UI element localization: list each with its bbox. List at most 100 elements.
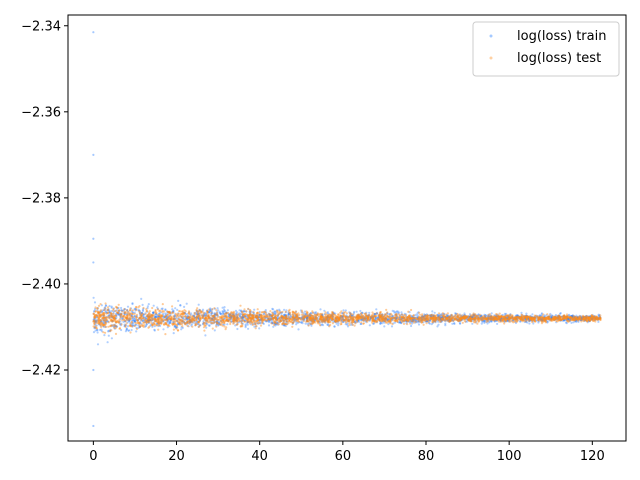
data-point bbox=[233, 317, 236, 320]
data-point bbox=[339, 316, 342, 319]
data-point bbox=[325, 317, 328, 320]
data-point bbox=[239, 316, 242, 319]
data-point bbox=[581, 318, 584, 321]
data-point bbox=[247, 316, 250, 319]
data-point bbox=[146, 315, 149, 318]
data-point bbox=[512, 319, 515, 322]
data-point bbox=[94, 329, 97, 332]
data-point bbox=[429, 318, 432, 321]
data-point bbox=[183, 322, 186, 325]
data-point bbox=[161, 303, 164, 306]
data-point bbox=[464, 317, 467, 320]
data-point bbox=[393, 311, 396, 314]
data-point bbox=[313, 319, 316, 322]
data-point bbox=[229, 316, 232, 319]
data-point bbox=[427, 321, 430, 324]
data-point bbox=[566, 316, 569, 319]
data-point bbox=[258, 327, 261, 330]
data-point bbox=[494, 319, 497, 322]
data-point bbox=[420, 319, 423, 322]
data-point bbox=[400, 317, 403, 320]
data-point bbox=[347, 318, 350, 321]
data-point bbox=[495, 319, 498, 322]
data-point bbox=[285, 316, 288, 319]
data-point bbox=[439, 317, 442, 320]
data-point bbox=[241, 317, 244, 321]
data-point bbox=[476, 314, 479, 317]
data-point bbox=[228, 315, 231, 318]
data-point bbox=[155, 315, 158, 319]
data-point bbox=[536, 319, 540, 322]
data-point bbox=[273, 316, 276, 319]
data-point bbox=[386, 311, 389, 315]
data-point bbox=[117, 311, 120, 314]
data-point bbox=[437, 312, 441, 315]
data-point bbox=[246, 315, 249, 318]
data-point bbox=[329, 323, 332, 327]
data-point bbox=[207, 311, 210, 314]
data-point bbox=[204, 313, 207, 316]
data-point bbox=[116, 306, 119, 309]
data-point bbox=[235, 319, 238, 322]
data-point bbox=[515, 317, 518, 320]
data-point bbox=[576, 319, 579, 322]
data-point bbox=[128, 329, 131, 332]
data-point bbox=[181, 319, 184, 322]
data-point bbox=[415, 320, 418, 323]
data-point bbox=[566, 320, 569, 323]
data-point bbox=[195, 309, 198, 312]
data-point bbox=[303, 315, 306, 319]
data-point bbox=[470, 316, 474, 319]
data-point bbox=[499, 318, 502, 321]
data-point bbox=[505, 312, 508, 315]
data-point bbox=[402, 314, 405, 317]
data-point bbox=[185, 316, 188, 319]
data-point bbox=[215, 312, 218, 316]
data-point bbox=[444, 320, 447, 323]
data-point bbox=[113, 327, 116, 330]
data-point bbox=[248, 310, 251, 314]
data-point bbox=[536, 316, 539, 319]
data-point bbox=[130, 314, 133, 317]
data-point bbox=[363, 318, 366, 321]
data-point bbox=[295, 323, 298, 326]
data-point bbox=[400, 318, 403, 321]
data-point bbox=[373, 315, 376, 318]
data-point bbox=[369, 316, 372, 320]
data-point bbox=[219, 323, 222, 326]
data-point bbox=[515, 315, 519, 318]
data-point bbox=[321, 315, 324, 318]
data-point bbox=[352, 312, 355, 315]
data-point bbox=[145, 323, 148, 326]
data-point bbox=[291, 315, 294, 319]
data-point bbox=[469, 316, 472, 319]
data-point bbox=[408, 319, 411, 322]
data-point bbox=[148, 319, 151, 322]
data-point bbox=[371, 316, 374, 319]
data-point bbox=[571, 315, 574, 318]
data-point bbox=[170, 316, 173, 319]
data-point bbox=[205, 314, 208, 318]
data-point bbox=[489, 317, 492, 321]
data-point bbox=[262, 312, 265, 315]
data-point bbox=[217, 309, 220, 312]
data-point bbox=[583, 317, 586, 320]
data-point bbox=[394, 316, 397, 319]
data-point bbox=[250, 321, 253, 324]
data-point bbox=[103, 322, 106, 325]
data-point bbox=[445, 316, 448, 319]
data-point bbox=[181, 320, 184, 323]
data-point bbox=[93, 310, 96, 313]
data-point bbox=[113, 323, 116, 327]
data-point bbox=[151, 318, 154, 321]
data-point bbox=[256, 321, 259, 325]
data-point bbox=[136, 315, 139, 318]
data-point bbox=[340, 316, 343, 319]
data-point bbox=[309, 323, 312, 326]
data-point bbox=[581, 317, 584, 320]
data-point bbox=[171, 310, 174, 313]
data-point bbox=[353, 324, 356, 327]
data-point bbox=[323, 309, 326, 312]
data-point bbox=[140, 312, 144, 315]
